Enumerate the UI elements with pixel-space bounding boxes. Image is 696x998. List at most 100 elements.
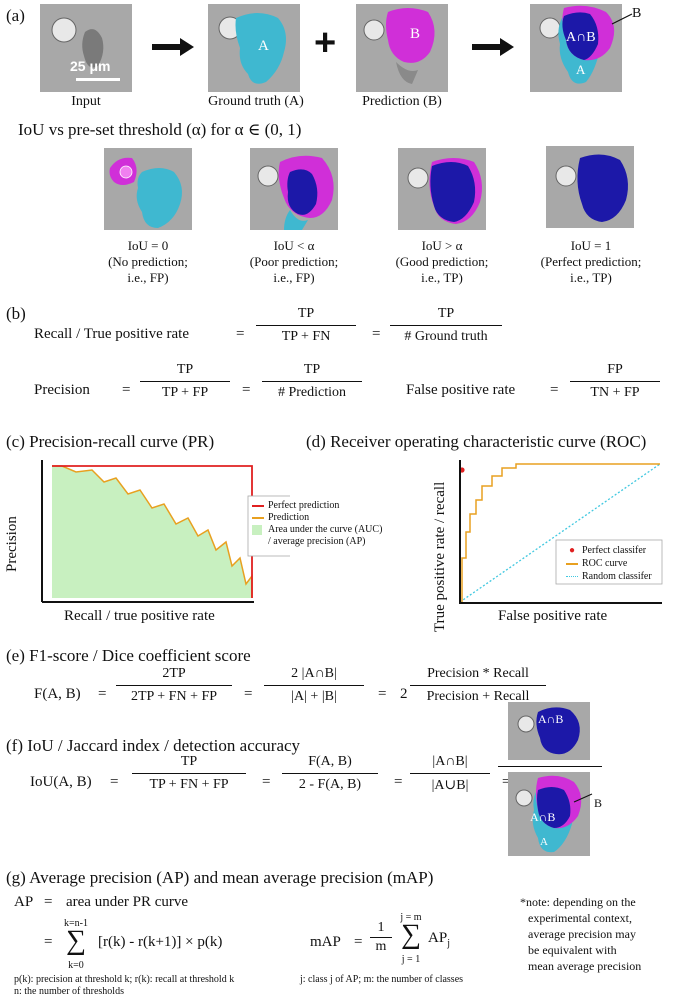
pr-legend-item-ap: / average precision (AP) [268, 536, 366, 547]
roc-random-line [459, 463, 661, 603]
case-caption-2: IoU > α (Good prediction; i.e., TP) [395, 238, 489, 285]
plus-icon: + [314, 22, 337, 64]
fpr-lhs: False positive rate [406, 382, 516, 398]
eq-sign: = [354, 934, 363, 950]
panel-g-label: (g) Average precision (AP) and mean aver… [6, 868, 434, 887]
eq-sign: = [378, 686, 387, 702]
map-footnote: j: class j of AP; m: the number of class… [300, 974, 464, 985]
map-lhs: mAP [310, 934, 341, 950]
roc-legend-item-random: Random classifer [566, 570, 652, 583]
map-ap: APj [428, 930, 450, 949]
eq-sign: = [372, 326, 381, 342]
pr-xlabel: Recall / true positive rate [64, 608, 215, 624]
overlap-image [530, 4, 622, 92]
pr-ylabel: Precision [4, 516, 20, 572]
panel-c-label: (c) Precision-recall curve (PR) [6, 432, 215, 451]
sum-bottom: k=0 [68, 960, 84, 971]
precision-lhs: Precision [34, 382, 90, 398]
pr-legend: Perfect prediction Prediction Area under… [252, 500, 382, 548]
ap-lhs: AP [14, 894, 34, 910]
roc-xlabel: False positive rate [498, 608, 608, 624]
map-sum-top: j = m [400, 912, 422, 923]
eq-sign: = [98, 686, 107, 702]
roc-curve-chart [459, 460, 663, 604]
iou-zero-image [104, 148, 192, 230]
precision-frac-2: TP # Prediction [262, 362, 362, 401]
iou-intersection-image [508, 702, 590, 760]
eq-sign: = [262, 774, 271, 790]
pr-legend-item-prediction: Prediction [252, 512, 382, 524]
ap-rhs: area under PR curve [66, 894, 189, 910]
f1-frac-2: 2 |A∩B| |A| + |B| [264, 666, 364, 705]
precision-frac-1: TP TP + FP [140, 362, 230, 401]
arrow-right-icon [152, 38, 194, 56]
img-b-label: B [594, 796, 603, 810]
eq-sign: = [502, 774, 511, 790]
pr-auc-area [52, 466, 252, 598]
panel-a-label: (a) [6, 6, 25, 25]
eq-sign: = [550, 382, 559, 398]
input-image [40, 4, 132, 92]
eq-sign: = [394, 774, 403, 790]
pr-curve-chart [41, 460, 290, 603]
eq-sign: = [44, 934, 53, 950]
sum-symbol: ∑ [66, 925, 86, 956]
sum-body: [r(k) - r(k+1)] × p(k) [98, 934, 223, 950]
iou-poor-image [250, 148, 338, 230]
note-text: *note: depending on the experimental con… [520, 895, 642, 973]
panel-e-label: (e) F1-score / Dice coefficient score [6, 646, 251, 665]
overlap-label: A∩B [566, 30, 596, 45]
ground-truth-image [208, 4, 300, 92]
pred-letter: B [410, 26, 421, 42]
img-a-label: A [540, 836, 548, 848]
recall-frac-2: TP # Ground truth [390, 306, 502, 345]
f1-coef: 2 [400, 686, 408, 702]
b-pointer-line [611, 13, 633, 25]
overlap-a-label: A [576, 62, 586, 77]
eq-sign: = [122, 382, 131, 398]
img-b-pointer [573, 793, 593, 803]
input-caption: Input [71, 94, 101, 109]
prediction-caption: Prediction (B) [362, 94, 442, 109]
img-bottom-label: A∩B [530, 810, 556, 824]
map-sum-symbol: ∑ [401, 919, 421, 950]
sum-top: k=n-1 [64, 918, 88, 929]
arrow-right-icon-2 [472, 38, 514, 56]
f1-lhs: F(A, B) [34, 686, 81, 702]
roc-curve-line [461, 463, 660, 602]
roc-legend: ● Perfect classifer ROC curve Random clas… [566, 544, 652, 583]
case-caption-0: IoU = 0 (No prediction; i.e., FP) [108, 238, 188, 285]
eq-sign: = [244, 686, 253, 702]
iou-frac-1: TP TP + FN + FP [132, 754, 246, 793]
scale-bar-label: 25 μm [70, 58, 111, 74]
eq-sign: = [242, 382, 251, 398]
recall-frac-1: TP TP + FN [256, 306, 356, 345]
map-sum-bottom: j = 1 [401, 954, 421, 965]
img-top-label: A∩B [538, 712, 564, 726]
pr-prediction-line [52, 465, 253, 598]
iou-union-image [508, 772, 590, 856]
iou-perfect-image [546, 146, 634, 228]
ground-truth-caption: Ground truth (A) [208, 94, 304, 109]
roc-legend-item-roc: ROC curve [566, 557, 652, 570]
iou-heading: IoU vs pre-set threshold (α) for α ∈ (0,… [18, 120, 302, 139]
prediction-image [356, 4, 448, 92]
image-fraction-bar [498, 766, 602, 767]
iou-frac-3: |A∩B| |A∪B| [410, 754, 490, 794]
iou-good-image [398, 148, 486, 230]
panel-f-label: (f) IoU / Jaccard index / detection accu… [6, 736, 301, 755]
eq-sign: = [110, 774, 119, 790]
case-caption-3: IoU = 1 (Perfect prediction; i.e., TP) [540, 238, 642, 285]
case-caption-1: IoU < α (Poor prediction; i.e., FP) [249, 238, 339, 285]
panel-d-label: (d) Receiver operating characteristic cu… [306, 432, 647, 451]
roc-ylabel: True positive rate / recall [432, 481, 448, 632]
eq-sign: = [44, 894, 53, 910]
iou-frac-2: F(A, B) 2 - F(A, B) [282, 754, 378, 793]
f1-frac-3: Precision * Recall Precision + Recall [410, 666, 546, 705]
gt-letter: A [258, 38, 269, 54]
f1-frac-1: 2TP 2TP + FN + FP [116, 666, 232, 705]
eq-sign: = [236, 326, 245, 342]
panel-b-label: (b) [6, 304, 26, 323]
overlap-b-label: B [632, 6, 642, 21]
